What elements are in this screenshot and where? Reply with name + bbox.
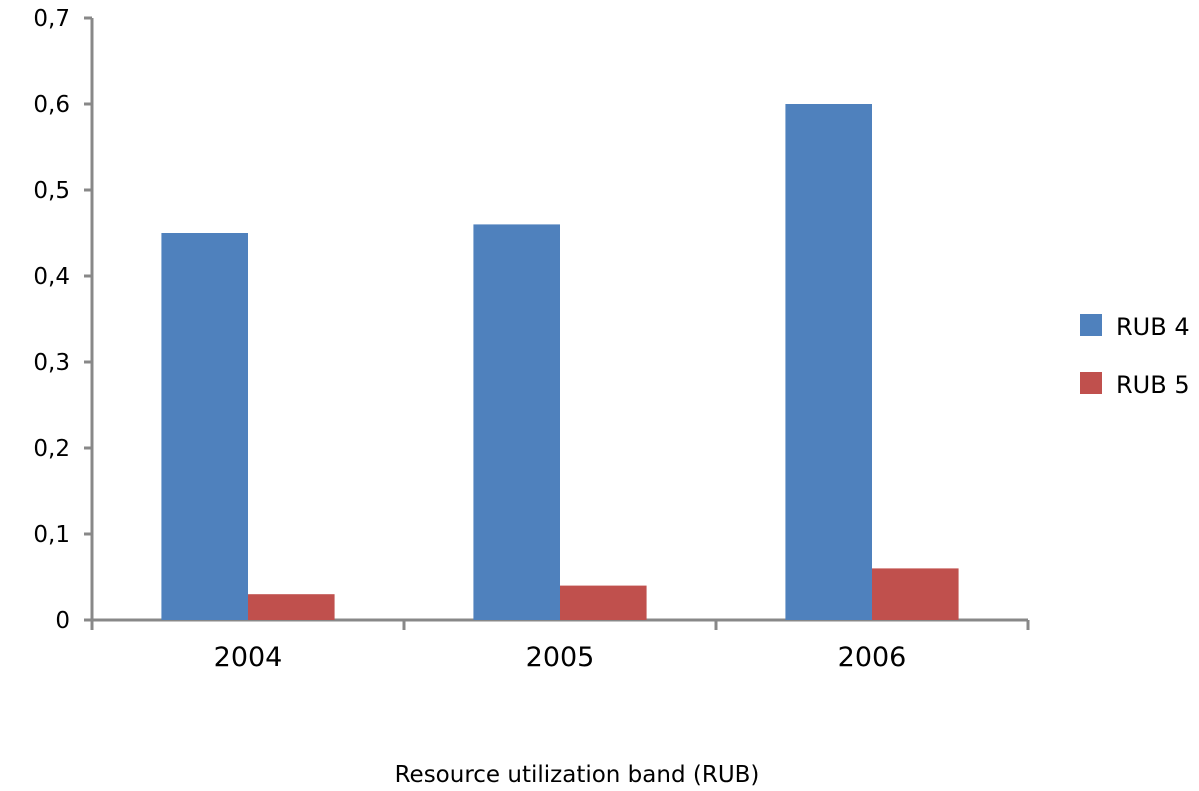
y-tick-label: 0,5 — [33, 178, 70, 204]
labels: Resource utilization band (RUB) 0 0,1 0,2 0… — [33, 6, 907, 788]
y-tick-label: 0,4 — [33, 264, 70, 290]
x-category-label: 2005 — [526, 642, 595, 673]
y-tick-label: 0,6 — [33, 92, 70, 118]
x-category-label: 2006 — [838, 642, 907, 673]
bar-rub-5-2004 — [248, 594, 335, 620]
y-tick-label: 0,1 — [33, 522, 70, 548]
y-tick-label: 0,3 — [33, 350, 70, 376]
bar-rub-4-2004 — [161, 233, 248, 620]
legend-label: RUB 5 — [1116, 371, 1190, 399]
legend-swatch-rub-5 — [1080, 372, 1102, 394]
legend-swatch-rub-4 — [1080, 314, 1102, 336]
y-tick-label: 0,2 — [33, 436, 70, 462]
bars — [161, 104, 959, 620]
y-tick-label: 0,7 — [33, 6, 70, 32]
y-tick-label: 0 — [55, 608, 70, 634]
bar-rub-5-2006 — [872, 568, 959, 620]
bar-rub-4-2006 — [785, 104, 872, 620]
bar-rub-5-2005 — [560, 585, 647, 620]
legend: RUB 4 RUB 5 — [1080, 313, 1190, 399]
x-axis-title: Resource utilization band (RUB) — [395, 762, 760, 787]
bar-rub-4-2005 — [473, 224, 560, 620]
legend-label: RUB 4 — [1116, 313, 1190, 341]
x-category-label: 2004 — [214, 642, 283, 673]
